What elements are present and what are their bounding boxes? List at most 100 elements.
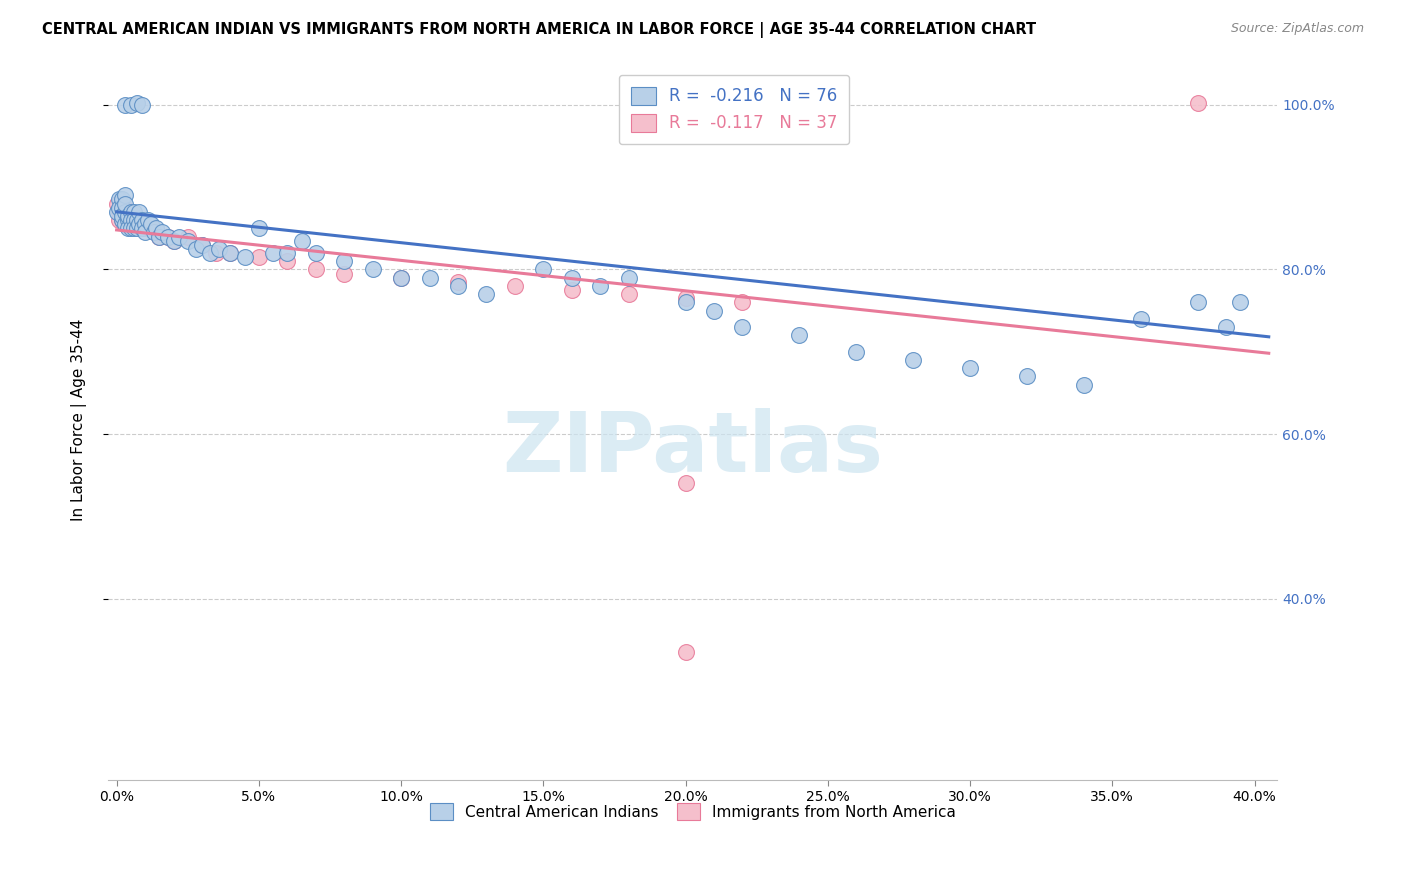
Point <box>675 645 697 659</box>
Point <box>134 226 156 240</box>
Point <box>111 213 134 227</box>
Point <box>105 204 128 219</box>
Point <box>418 270 440 285</box>
Point <box>111 201 134 215</box>
Point <box>589 279 612 293</box>
Point <box>675 295 697 310</box>
Point <box>148 229 170 244</box>
Point <box>131 221 153 235</box>
Point <box>111 201 134 215</box>
Point <box>105 196 128 211</box>
Point <box>531 262 554 277</box>
Point <box>117 204 139 219</box>
Point <box>108 193 131 207</box>
Point <box>142 226 165 240</box>
Point <box>125 213 148 227</box>
Point <box>191 237 214 252</box>
Point <box>120 221 142 235</box>
Point <box>205 246 228 260</box>
Point <box>117 217 139 231</box>
Point <box>128 204 150 219</box>
Point <box>262 246 284 260</box>
Point <box>191 237 214 252</box>
Point <box>120 217 142 231</box>
Point <box>114 204 136 219</box>
Point <box>156 229 179 244</box>
Point <box>186 242 208 256</box>
Point <box>617 270 640 285</box>
Point <box>219 246 242 260</box>
Point <box>675 476 697 491</box>
Point <box>125 221 148 235</box>
Point <box>276 254 298 268</box>
Point <box>134 217 156 231</box>
Point <box>111 209 134 223</box>
Point <box>845 344 868 359</box>
Point <box>703 303 725 318</box>
Point <box>134 221 156 235</box>
Point <box>333 254 356 268</box>
Point <box>177 229 200 244</box>
Point <box>117 213 139 227</box>
Point <box>114 98 136 112</box>
Point <box>128 217 150 231</box>
Point <box>1015 369 1038 384</box>
Point <box>361 262 384 277</box>
Point <box>167 229 190 244</box>
Point <box>1187 96 1209 111</box>
Point <box>1129 311 1152 326</box>
Point <box>675 291 697 305</box>
Point <box>122 213 145 227</box>
Point <box>111 213 134 227</box>
Point <box>108 204 131 219</box>
Point <box>276 246 298 260</box>
Point <box>1073 377 1095 392</box>
Point <box>901 353 924 368</box>
Point <box>731 320 754 334</box>
Point <box>305 262 328 277</box>
Point <box>1229 295 1251 310</box>
Point <box>120 98 142 112</box>
Text: Source: ZipAtlas.com: Source: ZipAtlas.com <box>1230 22 1364 36</box>
Point <box>247 250 270 264</box>
Point <box>208 242 231 256</box>
Point <box>108 201 131 215</box>
Point <box>131 98 153 112</box>
Point <box>111 193 134 207</box>
Point <box>139 221 162 235</box>
Point <box>128 217 150 231</box>
Point <box>200 246 222 260</box>
Point <box>617 287 640 301</box>
Point <box>122 204 145 219</box>
Point <box>117 221 139 235</box>
Text: ZIPatlas: ZIPatlas <box>502 408 883 489</box>
Point <box>156 229 179 244</box>
Point <box>789 328 811 343</box>
Point <box>475 287 498 301</box>
Point <box>177 234 200 248</box>
Point <box>389 270 412 285</box>
Point <box>503 279 526 293</box>
Point <box>561 283 583 297</box>
Point <box>247 221 270 235</box>
Point <box>114 217 136 231</box>
Point <box>219 246 242 260</box>
Point <box>333 267 356 281</box>
Point <box>959 361 981 376</box>
Point <box>125 96 148 111</box>
Point <box>114 196 136 211</box>
Point <box>447 279 470 293</box>
Point <box>162 234 184 248</box>
Point <box>120 204 142 219</box>
Point <box>131 213 153 227</box>
Point <box>136 213 159 227</box>
Point <box>162 234 184 248</box>
Point <box>114 217 136 231</box>
Point <box>233 250 256 264</box>
Point <box>120 213 142 227</box>
Y-axis label: In Labor Force | Age 35-44: In Labor Force | Age 35-44 <box>72 318 87 521</box>
Point <box>120 204 142 219</box>
Point <box>139 217 162 231</box>
Point <box>1215 320 1237 334</box>
Point <box>114 188 136 202</box>
